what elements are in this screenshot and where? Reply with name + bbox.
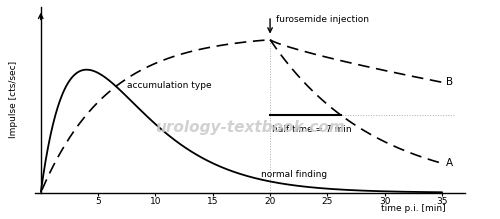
Text: normal finding: normal finding <box>261 170 327 179</box>
Y-axis label: Impulse [cts/sec]: Impulse [cts/sec] <box>9 61 18 138</box>
Text: furosemide injection: furosemide injection <box>276 15 369 24</box>
Text: half time = 7 min: half time = 7 min <box>272 125 352 134</box>
Text: urology-textbook.com: urology-textbook.com <box>155 120 345 135</box>
X-axis label: time p.i. [min]: time p.i. [min] <box>381 204 446 213</box>
Text: A: A <box>446 158 452 168</box>
Text: accumulation type: accumulation type <box>126 81 212 90</box>
Text: B: B <box>446 77 452 87</box>
